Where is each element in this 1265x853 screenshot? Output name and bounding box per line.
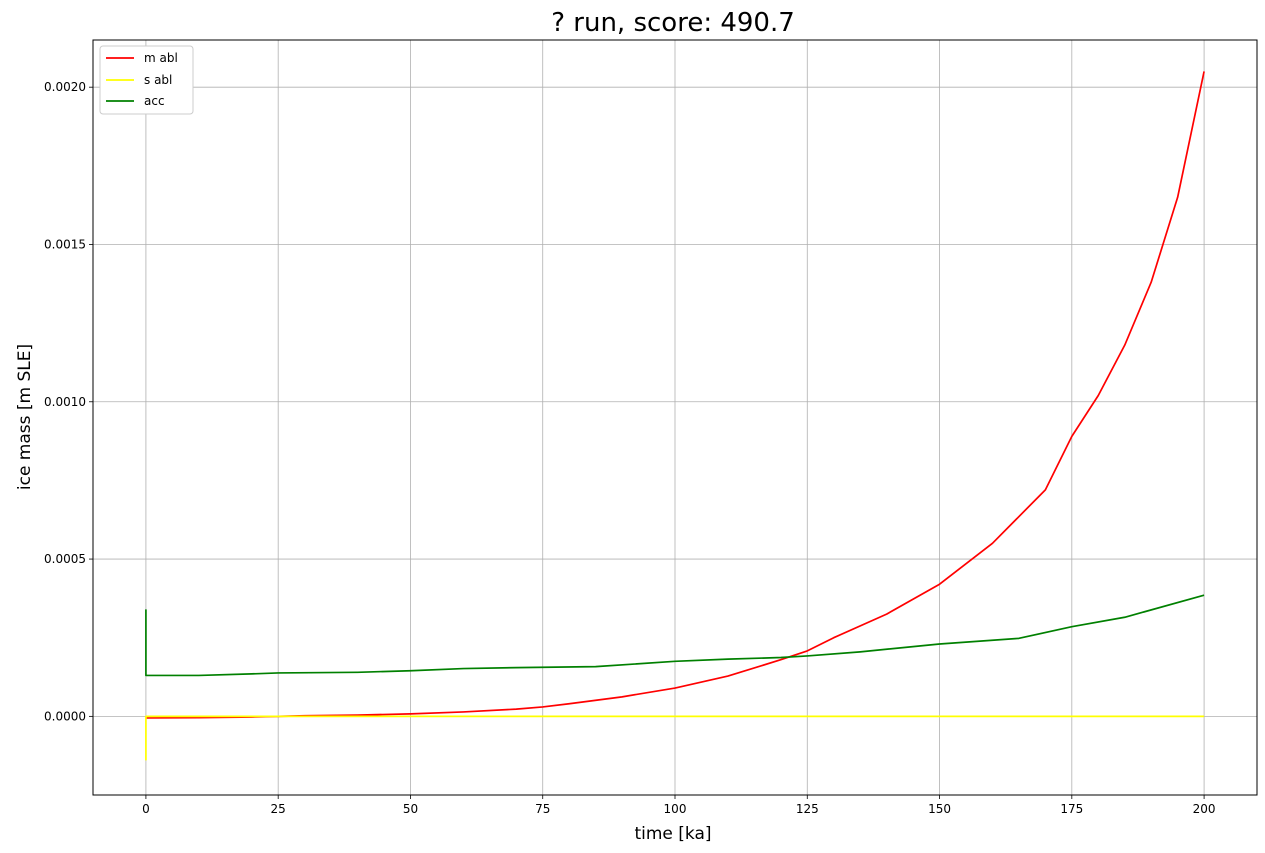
y-tick-label: 0.0020 [44, 80, 86, 94]
x-axis-label: time [ka] [634, 824, 711, 844]
legend-label-s-abl: s abl [144, 73, 172, 87]
x-tick-label: 0 [142, 802, 150, 816]
legend-box [99, 45, 194, 115]
x-tick-label: 175 [1060, 802, 1083, 816]
legend-label-m-abl: m abl [144, 51, 178, 65]
legend: m abl s abl acc [99, 45, 194, 115]
chart-title: ? run, score: 490.7 [551, 8, 795, 38]
legend-label-acc: acc [144, 94, 165, 108]
y-axis-ticks: 0.0000 0.0005 0.0010 0.0015 0.0020 [44, 80, 93, 723]
series-lines [145, 71, 1205, 761]
x-tick-label: 200 [1193, 802, 1216, 816]
y-tick-label: 0.0015 [44, 237, 86, 251]
series-line-s-abl [145, 715, 1205, 761]
y-tick-label: 0.0000 [44, 709, 86, 723]
gridlines [93, 40, 1257, 795]
x-tick-label: 50 [403, 802, 418, 816]
x-tick-label: 100 [664, 802, 687, 816]
y-tick-label: 0.0005 [44, 552, 86, 566]
series-line-acc [145, 594, 1205, 677]
x-tick-label: 150 [928, 802, 951, 816]
x-tick-label: 75 [535, 802, 550, 816]
x-tick-label: 25 [271, 802, 286, 816]
x-tick-label: 125 [796, 802, 819, 816]
y-axis-label: ice mass [m SLE] [15, 344, 35, 490]
x-axis-ticks: 0 25 50 75 100 125 150 175 200 [142, 795, 1216, 816]
y-tick-label: 0.0010 [44, 395, 86, 409]
